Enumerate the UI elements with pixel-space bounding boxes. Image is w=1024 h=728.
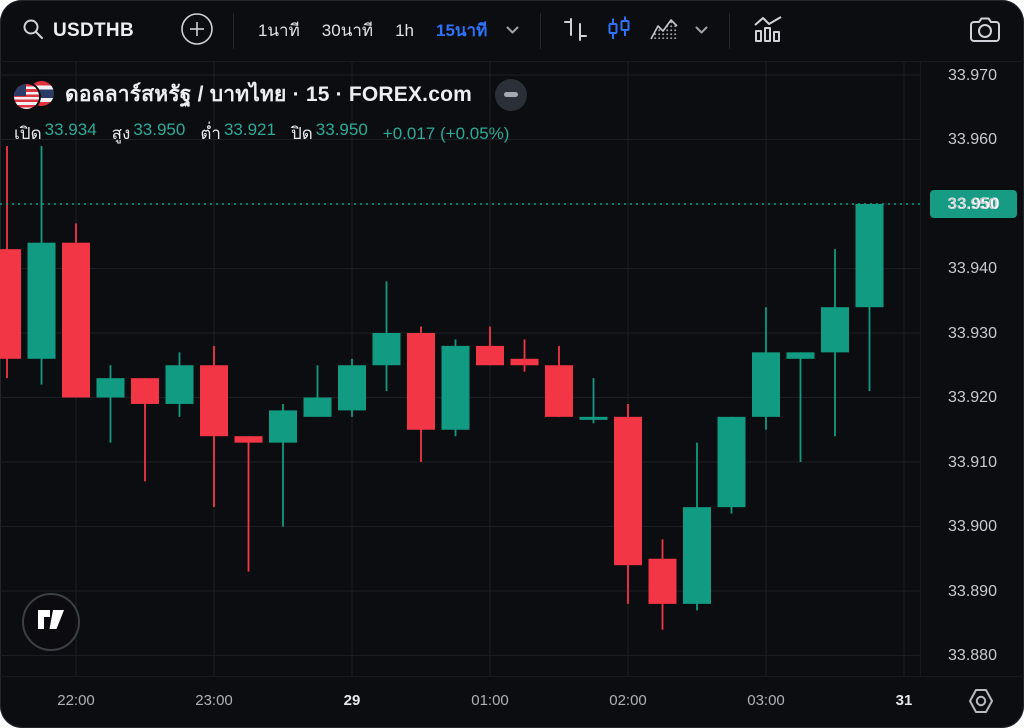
timeframe-menu-button[interactable] [498,17,527,44]
close-value: ปิด 33.950 [290,120,368,143]
price-tick-label: 33.900 [948,518,997,535]
candle-body [27,242,56,359]
time-tick-label: 31 [895,692,913,709]
time-tick-label: 29 [343,692,361,709]
low-value: ต่ำ 33.921 [200,120,276,143]
chevron-down-icon [695,23,708,38]
minus-icon [504,92,518,97]
price-tick-label: 33.920 [948,389,997,406]
time-tick-label: 03:00 [747,692,785,709]
price-tick-label: 33.880 [948,647,997,664]
time-axis[interactable]: 22:00 23:00 29 01:00 02:00 03:00 31 [0,676,1024,728]
candle-body [545,365,573,417]
candle-body [441,345,470,430]
toolbar-divider [540,12,542,49]
timeframe-30m-button[interactable]: 30นาที [311,11,384,50]
candle-body [717,416,746,508]
candle-body [752,352,780,417]
candle-body [476,345,504,366]
timeframe-15m-button[interactable]: 15นาที [425,11,498,50]
price-tick-label: 33.910 [948,453,997,471]
tradingview-logo-icon [37,610,65,634]
price-tick-label: 33.940 [948,260,997,277]
top-toolbar: USDTHB 1นาที 30นาที 1h 15นาที [0,0,1024,62]
price-tick-label: 33.970 [948,66,997,84]
search-icon [22,18,44,43]
symbol-search-button[interactable]: USDTHB [16,12,140,49]
candle-body [131,378,159,404]
camera-icon [968,17,1002,47]
indicators-button[interactable] [743,10,793,52]
candle-body [96,378,125,398]
timeframe-1h-button[interactable]: 1h [384,15,425,47]
legend-collapse-button[interactable] [495,78,527,111]
change-value: +0.017 (+0.05%) [382,123,510,143]
chart-style-area-button[interactable] [641,11,687,50]
toolbar-divider [232,12,234,49]
gear-icon [965,687,997,718]
chart-style-menu-button[interactable] [687,17,716,44]
candlestick-chart[interactable] [0,62,920,676]
chart-style-bars-button[interactable] [554,10,597,51]
chevron-down-icon [506,23,519,38]
timeframe-1m-button[interactable]: 1นาที [247,11,311,50]
candle-body [62,242,90,398]
time-tick-label: 23:00 [195,692,233,709]
candle-body [234,436,263,443]
candles-style-icon [606,16,632,45]
legend-title-row[interactable]: ดอลลาร์สหรัฐ / บาทไทย · 15 · FOREX.com [14,78,527,111]
price-tick-label: 33.960 [948,131,997,148]
plus-circle-icon [180,12,214,49]
candle-body [648,558,677,604]
candle-body [821,307,849,353]
compare-add-symbol-button[interactable] [174,6,220,55]
open-value: เปิด 33.934 [14,120,97,143]
candle-body [510,358,539,366]
time-tick-label: 02:00 [609,692,647,709]
candle-body [855,204,884,308]
area-style-icon [650,17,678,44]
candle-body [579,416,608,420]
candle-body [338,365,366,411]
candle-body [372,333,401,366]
high-value: สูง 33.950 [111,120,186,143]
candle-body [269,410,297,443]
symbol-name: USDTHB [53,19,134,41]
toolbar-divider [729,12,731,49]
tradingview-logo[interactable] [22,593,80,651]
time-tick-label: 22:00 [57,692,95,709]
us-flag-icon [14,83,39,109]
indicators-icon [752,15,784,46]
candle-body [0,249,21,359]
candle-body [786,352,815,359]
chart-settings-button[interactable] [960,683,1002,721]
time-tick-label: 01:00 [471,692,509,709]
bars-style-icon [563,16,588,45]
price-tick-label: 33.890 [948,582,997,600]
last-price-label: 33.950 [930,190,1017,218]
candle-body [407,333,435,430]
chart-style-candles-button[interactable] [597,10,641,51]
ohlc-row: เปิด 33.934 สูง 33.950 ต่ำ 33.921 ปิด 33.950… [14,120,527,147]
price-tick-label: 33.950 [948,195,997,213]
symbol-legend: ดอลลาร์สหรัฐ / บาทไทย · 15 · FOREX.com เ… [14,78,527,147]
price-axis[interactable]: 33.950 33.970 33.960 33.950 33.940 33.930 33.… [920,62,1024,676]
candle-body [683,507,711,604]
candle-body [165,365,194,404]
candle-body [614,416,642,566]
symbol-flags [14,80,56,109]
price-tick-label: 33.930 [948,324,997,342]
symbol-title: ดอลลาร์สหรัฐ / บาทไทย · 15 · FOREX.com [65,83,472,106]
candle-body [303,397,332,417]
candle-body [200,365,228,437]
snapshot-button[interactable] [962,8,1008,53]
